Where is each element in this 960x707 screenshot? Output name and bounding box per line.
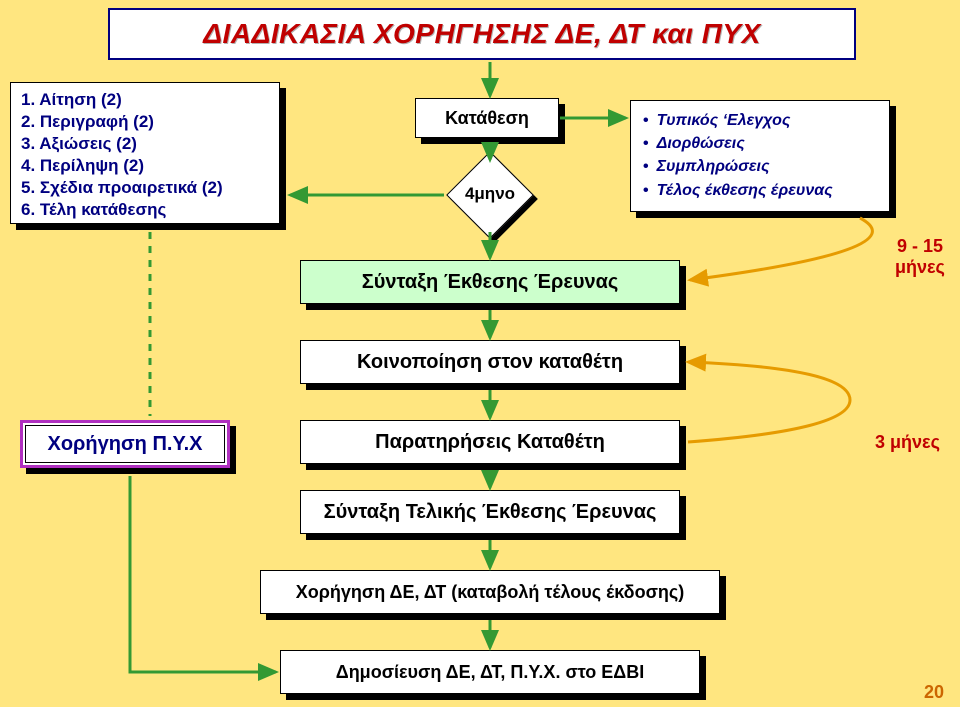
deposit-box: Κατάθεση — [415, 98, 559, 138]
req-item: 3. Αξιώσεις (2) — [21, 133, 269, 155]
notify-box: Κοινοποίηση στον καταθέτη — [300, 340, 680, 384]
check-item: Τέλος έκθεσης έρευνας — [657, 179, 833, 202]
grant-de-box: Χορήγηση ΔΕ, ΔΤ (καταβολή τέλους έκδοσης… — [260, 570, 720, 614]
notify-box-label: Κοινοποίηση στον καταθέτη — [351, 351, 629, 374]
check-item-row: • Διορθώσεις — [643, 132, 877, 155]
bullet-icon: • — [643, 179, 649, 202]
bullet-icon: • — [643, 155, 649, 178]
bullet-icon: • — [643, 132, 649, 155]
grant-de-box-label: Χορήγηση ΔΕ, ΔΤ (καταβολή τέλους έκδοσης… — [290, 582, 691, 603]
req-item: 4. Περίληψη (2) — [21, 155, 269, 177]
check-item-row: • Τυπικός ‘Ελεγχος — [643, 109, 877, 132]
grant-pyx-label: Χορήγηση Π.Υ.Χ — [48, 433, 203, 456]
final-report-box: Σύνταξη Τελικής Έκθεσης Έρευνας — [300, 490, 680, 534]
page-number: 20 — [924, 682, 944, 703]
draft-report-box-label: Σύνταξη Έκθεσης Έρευνας — [356, 271, 625, 294]
req-item: 1. Αίτηση (2) — [21, 89, 269, 111]
req-item: 6. Τέλη κατάθεσης — [21, 199, 269, 221]
check-item-row: • Συμπληρώσεις — [643, 155, 877, 178]
req-item: 5. Σχέδια προαιρετικά (2) — [21, 177, 269, 199]
publish-box-label: Δημοσίευση ΔΕ, ΔΤ, Π.Υ.Χ. στο ΕΔΒΙ — [330, 662, 650, 683]
observations-box: Παρατηρήσεις Καταθέτη — [300, 420, 680, 464]
title-box: ΔΙΑΔΙΚΑΣΙΑ ΧΟΡΗΓΗΣΗΣ ΔΕ, ΔΤ και ΠΥΧ — [108, 8, 856, 60]
bullet-icon: • — [643, 109, 649, 132]
check-item: Συμπληρώσεις — [657, 155, 770, 178]
check-item: Διορθώσεις — [657, 132, 745, 155]
duration-3m: 3 μήνες — [875, 432, 940, 453]
duration-9-15-l1: 9 - 15 — [895, 236, 945, 257]
publish-box: Δημοσίευση ΔΕ, ΔΤ, Π.Υ.Χ. στο ΕΔΒΙ — [280, 650, 700, 694]
check-box: • Τυπικός ‘Ελεγχος • Διορθώσεις • Συμπληρώσει… — [630, 100, 890, 212]
observations-box-label: Παρατηρήσεις Καταθέτη — [369, 431, 611, 454]
duration-9-15: 9 - 15μήνες — [895, 236, 945, 277]
duration-9-15-l2: μήνες — [895, 257, 945, 278]
final-report-box-label: Σύνταξη Τελικής Έκθεσης Έρευνας — [318, 501, 663, 524]
check-item: Τυπικός ‘Ελεγχος — [657, 109, 791, 132]
draft-report-box: Σύνταξη Έκθεσης Έρευνας — [300, 260, 680, 304]
check-item-row: • Τέλος έκθεσης έρευνας — [643, 179, 877, 202]
req-item: 2. Περιγραφή (2) — [21, 111, 269, 133]
grant-pyx-box: Χορήγηση Π.Υ.Χ — [25, 425, 225, 463]
requirements-box: 1. Αίτηση (2)2. Περιγραφή (2)3. Αξιώσεις… — [10, 82, 280, 224]
diamond-label: 4μηνο — [445, 184, 535, 204]
grant-pyx-outer: Χορήγηση Π.Υ.Χ — [20, 420, 230, 468]
deposit-label: Κατάθεση — [445, 108, 529, 129]
title-text: ΔΙΑΔΙΚΑΣΙΑ ΧΟΡΗΓΗΣΗΣ ΔΕ, ΔΤ και ΠΥΧ — [203, 18, 761, 50]
